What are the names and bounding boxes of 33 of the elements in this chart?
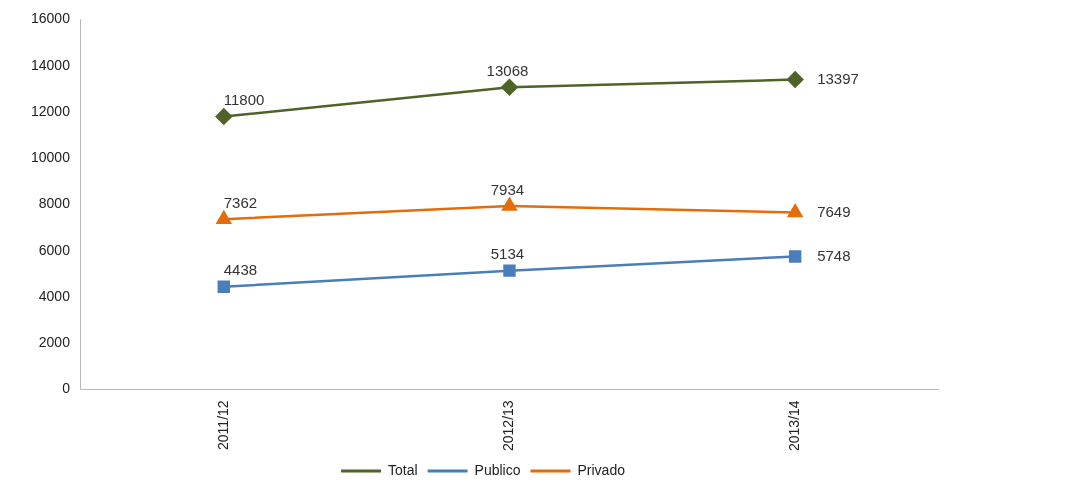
point bbox=[786, 71, 804, 88]
y-tick-label: 8000 bbox=[38, 195, 71, 212]
legend-label: Privado bbox=[577, 461, 626, 478]
y-tick-label: 4000 bbox=[38, 287, 71, 304]
legend-label: Publico bbox=[474, 461, 521, 478]
y-tick-label: 16000 bbox=[30, 10, 71, 27]
point bbox=[787, 204, 803, 218]
point bbox=[217, 280, 230, 293]
data-label: 11800 bbox=[223, 91, 265, 109]
data-label: 7934 bbox=[490, 180, 525, 198]
data-label: 7649 bbox=[817, 202, 851, 220]
point bbox=[215, 108, 233, 125]
data-label: 5134 bbox=[490, 245, 525, 263]
y-tick-label: 2000 bbox=[38, 334, 71, 350]
legend-label: Total bbox=[388, 461, 418, 478]
point bbox=[501, 78, 518, 96]
x-tick-label: 2011/12 bbox=[214, 400, 231, 450]
data-label: 13397 bbox=[817, 69, 859, 87]
data-label: 13068 bbox=[486, 61, 529, 79]
data-label: 7362 bbox=[223, 193, 258, 211]
y-tick-label: 0 bbox=[62, 380, 71, 397]
point bbox=[788, 250, 802, 263]
y-tick-label: 12000 bbox=[30, 102, 71, 119]
point bbox=[503, 264, 516, 277]
point bbox=[216, 210, 232, 224]
y-tick-label: 10000 bbox=[30, 149, 71, 166]
data-label: 5748 bbox=[817, 246, 851, 264]
x-tick-label: 2013/14 bbox=[786, 400, 803, 451]
x-tick-label: 2012/13 bbox=[500, 400, 517, 451]
y-tick-label: 14000 bbox=[30, 56, 71, 73]
y-tick-label: 6000 bbox=[38, 241, 71, 258]
data-label: 4438 bbox=[223, 261, 258, 279]
point bbox=[502, 197, 517, 211]
